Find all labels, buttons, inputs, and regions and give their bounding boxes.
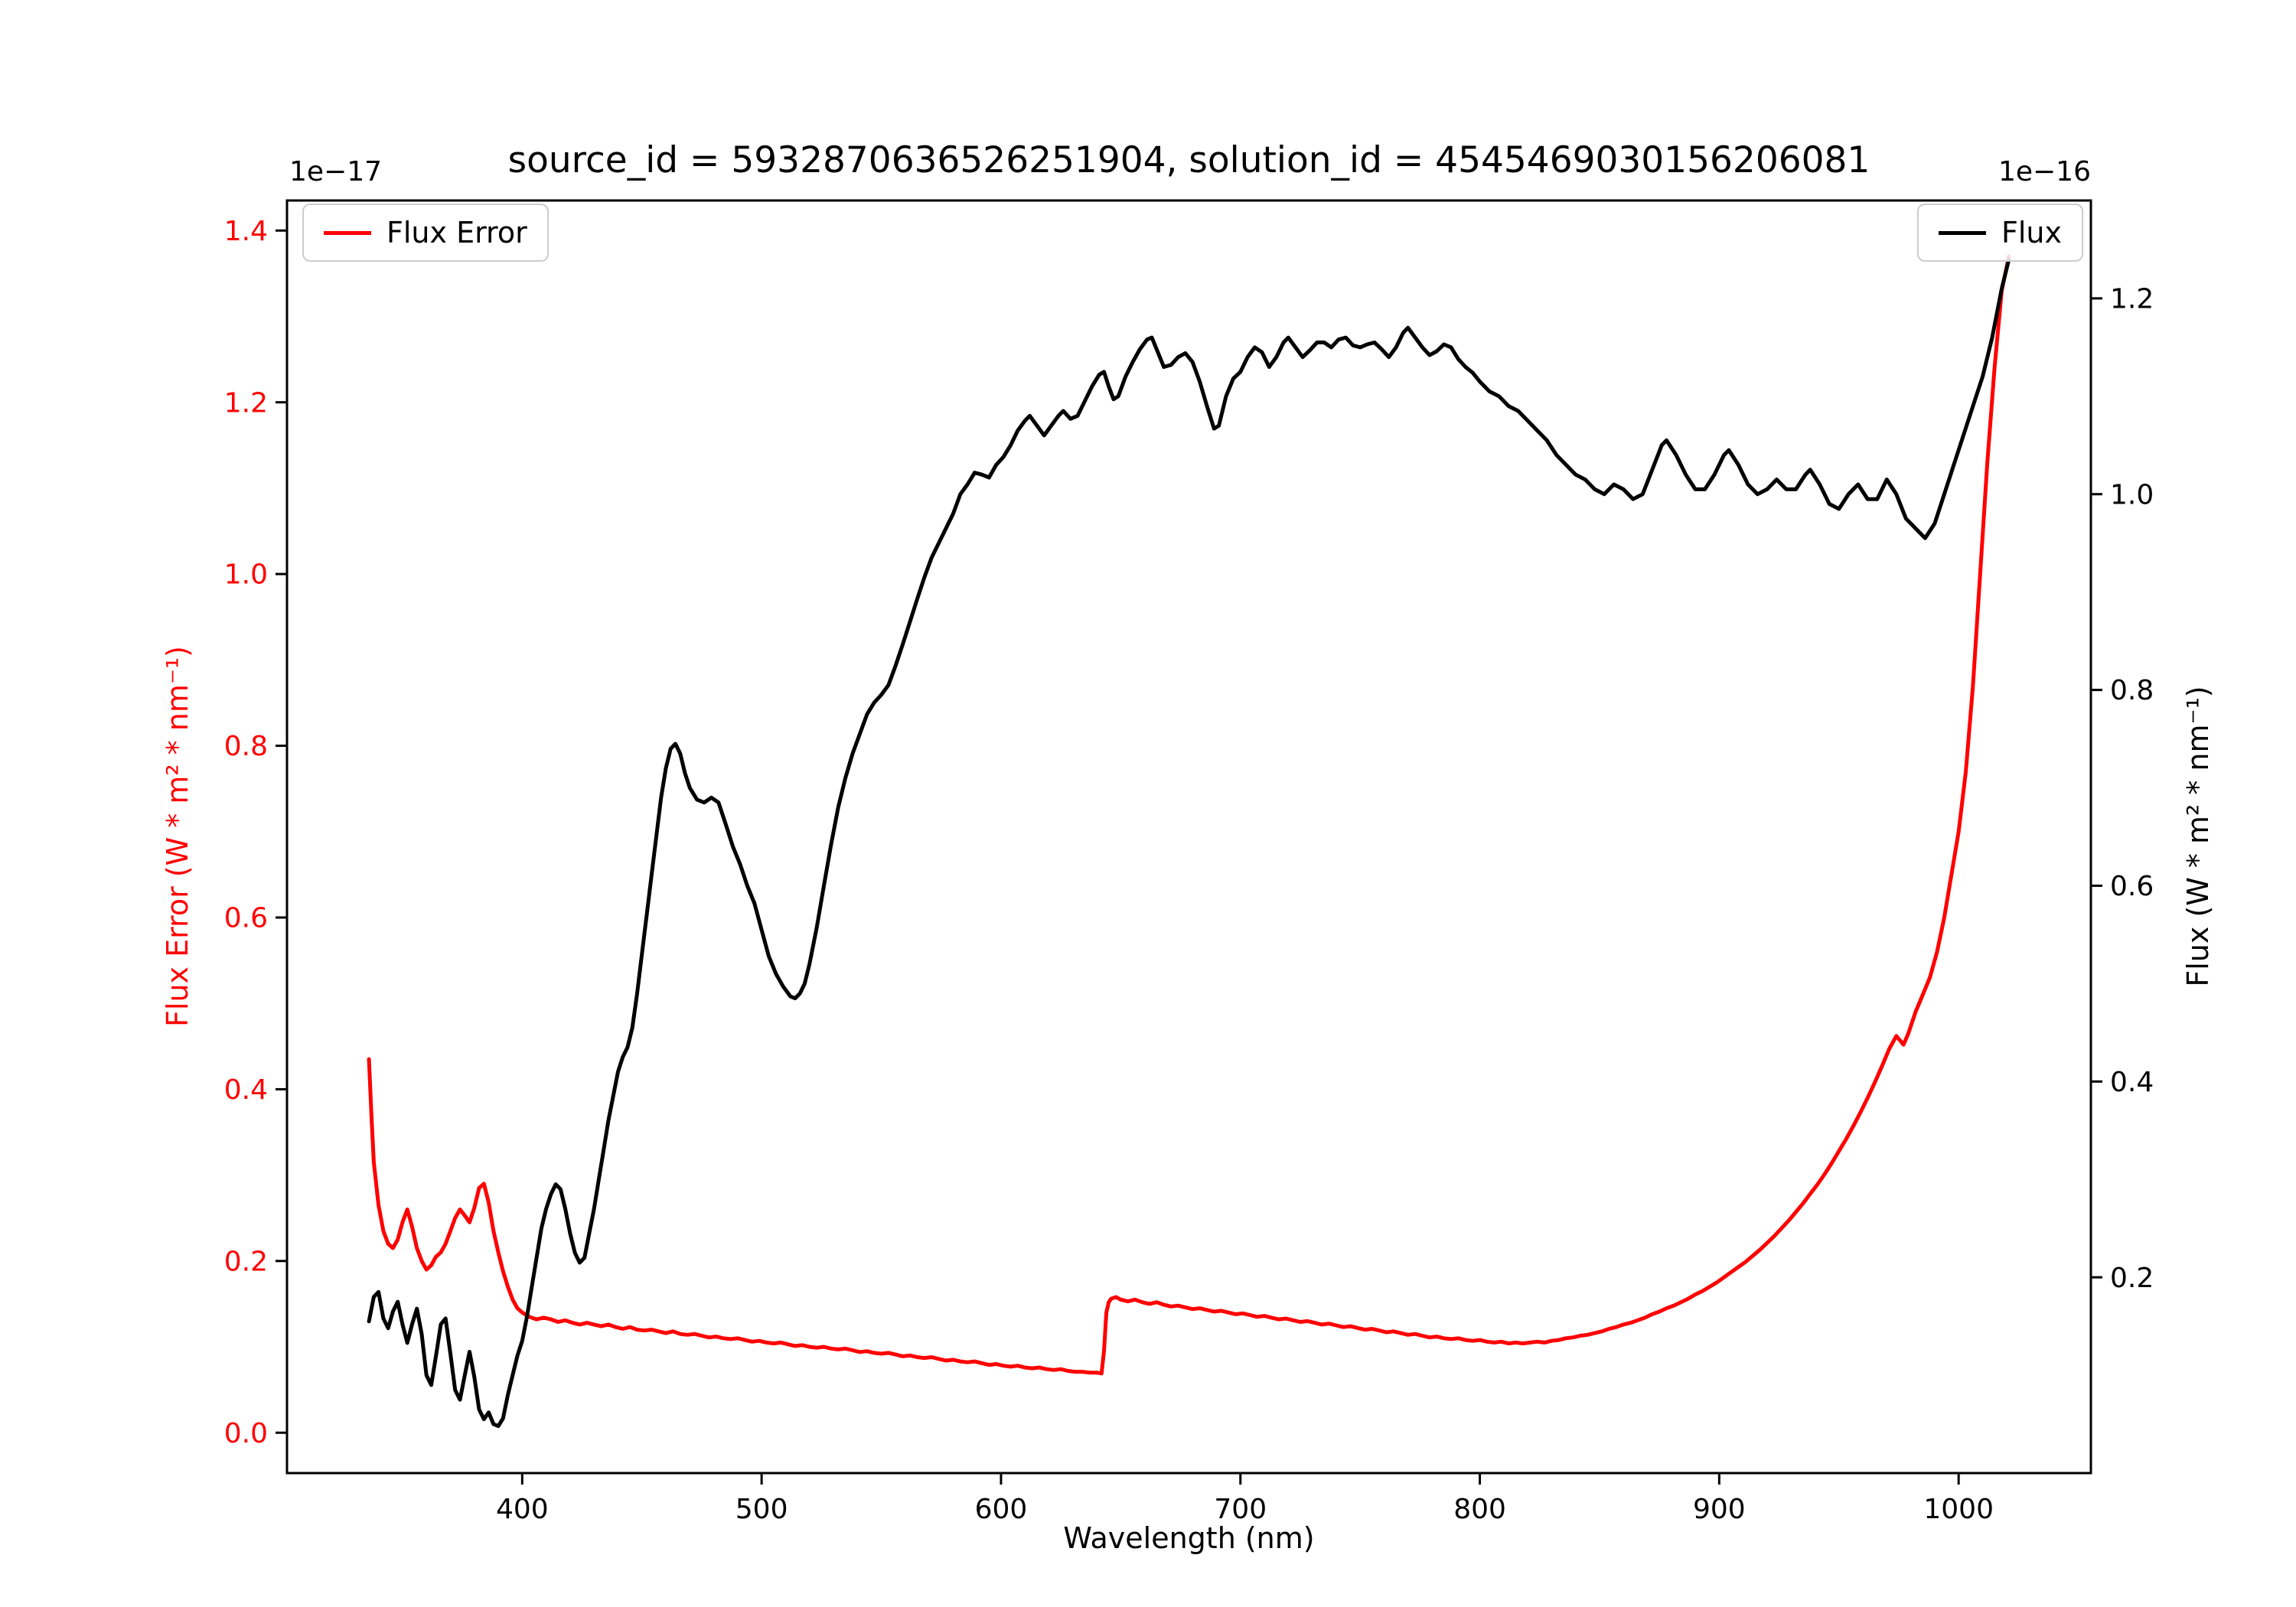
x-axis-label: Wavelength (nm) xyxy=(1063,1521,1315,1555)
axes-frame xyxy=(285,199,2092,1475)
x-tick-label: 400 xyxy=(496,1494,549,1525)
flux-error-legend-label: Flux Error xyxy=(386,216,527,249)
x-tick-label: 600 xyxy=(975,1494,1028,1525)
flux-legend-line-icon xyxy=(1939,230,1986,235)
x-tick-label: 800 xyxy=(1453,1494,1506,1525)
y-axis-label-left: Flux Error (W * m² * nm⁻¹) xyxy=(161,646,194,1027)
y-left-tick-label: 1.4 xyxy=(224,216,268,247)
y-right-tick-label: 0.8 xyxy=(2110,675,2154,706)
legend-flux-error: Flux Error xyxy=(302,204,549,262)
flux-error-legend-line-icon xyxy=(324,230,371,235)
flux-line xyxy=(367,257,2011,1429)
y-right-tick-label: 0.6 xyxy=(2110,871,2154,902)
right-axis-offset-label: 1e−16 xyxy=(1998,156,2091,187)
y-axis-label-right: Flux (W * m² * nm⁻¹) xyxy=(2181,686,2215,987)
y-left-tick-label: 0.4 xyxy=(224,1074,268,1106)
y-left-tick-label: 0.0 xyxy=(224,1418,268,1449)
flux-legend-label: Flux xyxy=(2001,216,2062,249)
legend-flux: Flux xyxy=(1917,204,2083,262)
x-tick-label: 500 xyxy=(735,1494,788,1525)
x-tick-label: 1000 xyxy=(1923,1494,1994,1525)
y-left-tick-label: 1.0 xyxy=(224,559,268,591)
y-right-tick-label: 0.4 xyxy=(2110,1067,2154,1098)
y-right-tick-label: 1.2 xyxy=(2110,284,2154,315)
x-tick-label: 700 xyxy=(1214,1494,1267,1525)
y-left-tick-label: 0.2 xyxy=(224,1246,268,1277)
chart-title: source_id = 5932870636526251904, solutio… xyxy=(507,139,1870,181)
left-axis-offset-label: 1e−17 xyxy=(289,156,383,187)
x-tick-label: 900 xyxy=(1693,1494,1746,1525)
y-right-tick-label: 0.2 xyxy=(2110,1263,2154,1294)
flux-error-line xyxy=(367,254,2011,1376)
y-left-tick-label: 0.8 xyxy=(224,731,268,762)
y-left-tick-label: 0.6 xyxy=(224,903,268,934)
y-left-tick-label: 1.2 xyxy=(224,387,268,419)
y-right-tick-label: 1.0 xyxy=(2110,479,2154,510)
